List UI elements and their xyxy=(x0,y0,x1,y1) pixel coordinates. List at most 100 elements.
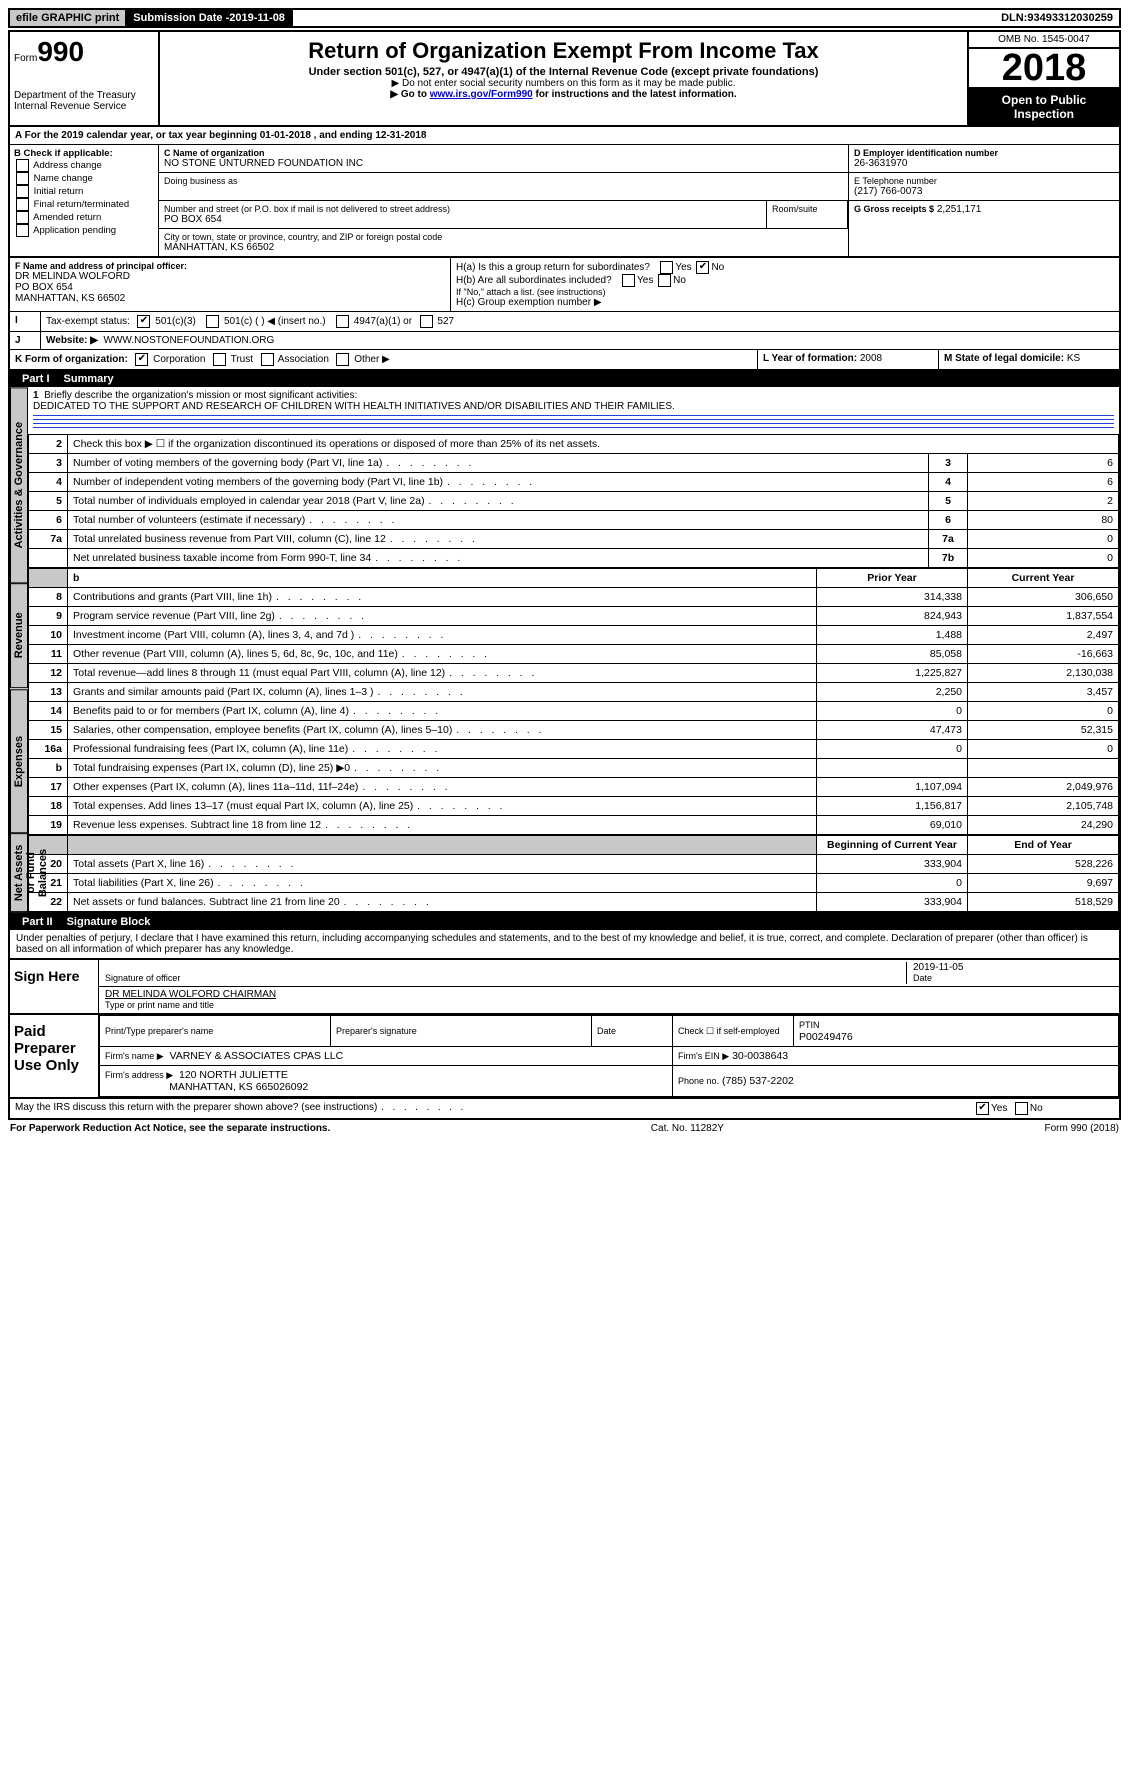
i-4947-check[interactable] xyxy=(336,315,349,328)
k-other-check[interactable] xyxy=(336,353,349,366)
g-label: G Gross receipts $ xyxy=(854,204,934,214)
b-item: Name change xyxy=(14,172,154,185)
discuss-yes: Yes xyxy=(991,1103,1007,1114)
firm-ein: 30-0038643 xyxy=(732,1050,788,1062)
form-title: Return of Organization Exempt From Incom… xyxy=(164,38,963,64)
prep-sig-label: Preparer's signature xyxy=(336,1026,417,1036)
b-item: Initial return xyxy=(14,185,154,198)
website-value: WWW.NOSTONEFOUNDATION.ORG xyxy=(104,335,275,346)
typed-label: Type or print name and title xyxy=(105,1000,214,1010)
part2-title: Signature Block xyxy=(67,916,151,928)
firm-ein-label: Firm's EIN ▶ xyxy=(678,1051,729,1061)
pra-notice: For Paperwork Reduction Act Notice, see … xyxy=(10,1123,330,1134)
k-corp: Corporation xyxy=(153,354,205,365)
discuss-yes-check[interactable] xyxy=(976,1102,989,1115)
d-label: D Employer identification number xyxy=(854,148,1114,158)
i-opt4: 527 xyxy=(437,316,454,327)
phone-value: (217) 766-0073 xyxy=(854,186,1114,197)
b-item: Final return/terminated xyxy=(14,198,154,211)
ha-yes-check[interactable] xyxy=(660,261,673,274)
b-item: Address change xyxy=(14,159,154,172)
i-501c3-check[interactable] xyxy=(137,315,150,328)
sign-here-label: Sign Here xyxy=(10,960,99,1013)
i-501c-check[interactable] xyxy=(206,315,219,328)
discuss-no-check[interactable] xyxy=(1015,1102,1028,1115)
table-row: 14Benefits paid to or for members (Part … xyxy=(29,702,1119,721)
k-assoc-check[interactable] xyxy=(261,353,274,366)
k-other: Other ▶ xyxy=(354,354,389,365)
summary-row: 7aTotal unrelated business revenue from … xyxy=(29,530,1119,549)
i-527-check[interactable] xyxy=(420,315,433,328)
table-row: 12Total revenue—add lines 8 through 11 (… xyxy=(29,664,1119,683)
subdate-value: 2019-11-08 xyxy=(229,12,285,24)
part2-num: Part II xyxy=(16,916,59,928)
dln-value: 93493312030259 xyxy=(1027,12,1113,24)
org-street: PO BOX 654 xyxy=(164,214,761,225)
table-row: 18Total expenses. Add lines 13–17 (must … xyxy=(29,797,1119,816)
b-check[interactable] xyxy=(16,159,29,172)
section-fh: F Name and address of principal officer:… xyxy=(8,258,1121,312)
k-label: K Form of organization: xyxy=(15,354,128,365)
part1-num: Part I xyxy=(16,373,56,385)
irs-link[interactable]: www.irs.gov/Form990 xyxy=(430,89,533,100)
b-check[interactable] xyxy=(16,224,29,237)
org-name: NO STONE UNTURNED FOUNDATION INC xyxy=(164,158,843,169)
k-corp-check[interactable] xyxy=(135,353,148,366)
state-domicile: KS xyxy=(1067,353,1080,364)
discuss-text: May the IRS discuss this return with the… xyxy=(15,1102,464,1113)
top-bar: efile GRAPHIC print Submission Date - 20… xyxy=(8,8,1121,28)
subdate-label: Submission Date - xyxy=(133,12,229,24)
b-check[interactable] xyxy=(16,185,29,198)
l-label: L Year of formation: xyxy=(763,353,857,364)
sign-date: 2019-11-05 xyxy=(913,962,963,973)
hb-note: If "No," attach a list. (see instruction… xyxy=(456,287,1114,297)
print-button[interactable]: Submission Date - 2019-11-08 xyxy=(127,10,293,26)
b-label: B Check if applicable: xyxy=(14,148,154,159)
form-subtitle: Under section 501(c), 527, or 4947(a)(1)… xyxy=(164,66,963,78)
firm-name: VARNEY & ASSOCIATES CPAS LLC xyxy=(170,1050,344,1062)
ha-no-check[interactable] xyxy=(696,261,709,274)
b-check[interactable] xyxy=(16,172,29,185)
yes-text: Yes xyxy=(675,262,691,273)
officer-addr2: MANHATTAN, KS 66502 xyxy=(15,293,445,304)
table-row: 21Total liabilities (Part X, line 26)09,… xyxy=(29,874,1119,893)
b-check[interactable] xyxy=(16,211,29,224)
line-a: A For the 2019 calendar year, or tax yea… xyxy=(8,127,1121,145)
col-beg: Beginning of Current Year xyxy=(817,836,968,855)
table-row: 9Program service revenue (Part VIII, lin… xyxy=(29,607,1119,626)
col-current: Current Year xyxy=(968,569,1119,588)
table-row: 10Investment income (Part VIII, column (… xyxy=(29,626,1119,645)
k-trust-check[interactable] xyxy=(213,353,226,366)
hb-yes-check[interactable] xyxy=(622,274,635,287)
form-footer: Form 990 (2018) xyxy=(1045,1123,1119,1134)
discuss-row: May the IRS discuss this return with the… xyxy=(8,1099,1121,1120)
sig-officer-label: Signature of officer xyxy=(105,973,180,983)
line-klm: K Form of organization: Corporation Trus… xyxy=(8,350,1121,371)
b-check[interactable] xyxy=(16,198,29,211)
tax-year: 2018 xyxy=(969,49,1119,87)
section-b: B Check if applicable: Address change Na… xyxy=(10,145,159,256)
tab-revenue: Revenue xyxy=(10,583,28,688)
hb-no-check[interactable] xyxy=(658,274,671,287)
dln: DLN: 93493312030259 xyxy=(995,10,1119,26)
self-emp-label: Check ☐ if self-employed xyxy=(678,1026,780,1036)
tab-expenses: Expenses xyxy=(10,689,28,833)
org-city: MANHATTAN, KS 66502 xyxy=(164,242,843,253)
b-item: Amended return xyxy=(14,211,154,224)
table-row: 19Revenue less expenses. Subtract line 1… xyxy=(29,816,1119,835)
goto-pre: ▶ Go to xyxy=(390,89,429,100)
gross-receipts: 2,251,171 xyxy=(937,204,982,215)
goto-post: for instructions and the latest informat… xyxy=(533,89,737,100)
irs-label: Internal Revenue Service xyxy=(14,101,154,112)
firm-name-label: Firm's name ▶ xyxy=(105,1051,164,1061)
header-left: Form990 Department of the Treasury Inter… xyxy=(10,32,160,125)
table-row: bTotal fundraising expenses (Part IX, co… xyxy=(29,759,1119,778)
c-name-label: C Name of organization xyxy=(164,148,843,158)
note-ssn: ▶ Do not enter social security numbers o… xyxy=(164,78,963,89)
officer-typed: DR MELINDA WOLFORD CHAIRMAN xyxy=(105,989,276,1000)
yes-text2: Yes xyxy=(637,275,653,286)
discuss-no: No xyxy=(1030,1103,1043,1114)
table-row: 11Other revenue (Part VIII, column (A), … xyxy=(29,645,1119,664)
table-row: 17Other expenses (Part IX, column (A), l… xyxy=(29,778,1119,797)
l2-text: Check this box ▶ ☐ if the organization d… xyxy=(68,435,1119,454)
